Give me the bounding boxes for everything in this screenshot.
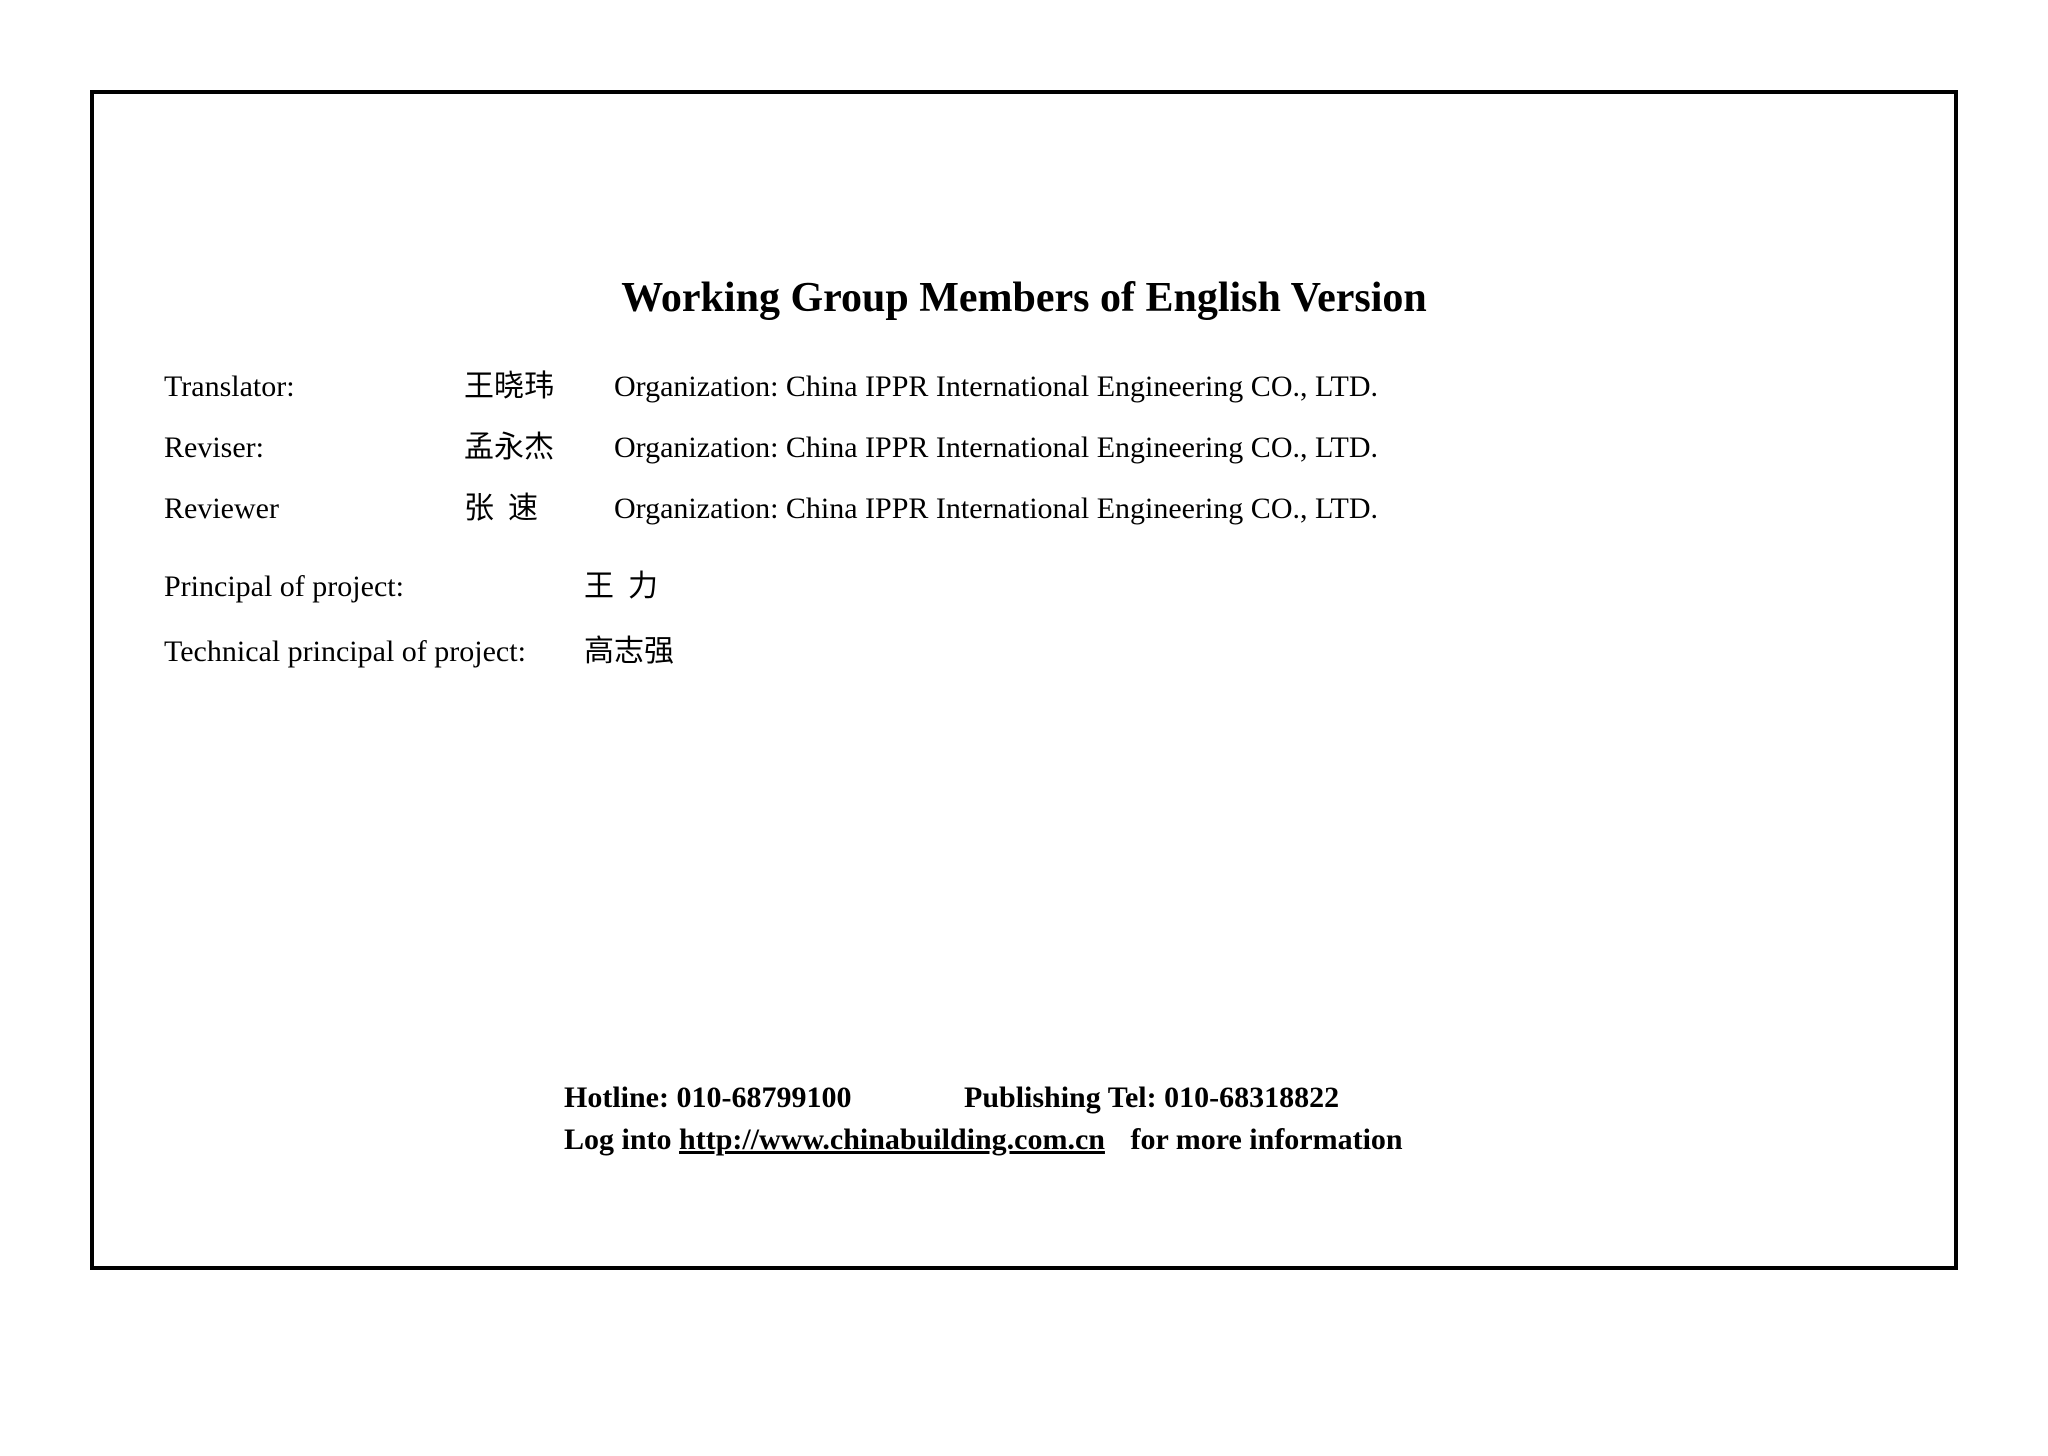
members-table: Translator: 王晓玮 Organization: China IPPR… (164, 364, 1884, 547)
log-prefix: Log into (564, 1123, 679, 1156)
role-label: Translator: (164, 364, 464, 409)
principals-table: Principal of project: 王力 Technical princ… (164, 564, 1884, 694)
footer: Hotline: 010-68799100 Publishing Tel: 01… (564, 1077, 1884, 1161)
role-label: Reviser: (164, 425, 464, 470)
principal-name: 高志强 (584, 629, 734, 674)
role-label: Reviewer (164, 486, 464, 531)
footer-line-url: Log into http://www.chinabuilding.com.cn… (564, 1119, 1884, 1161)
table-row: Technical principal of project: 高志强 (164, 629, 1884, 674)
website-link[interactable]: http://www.chinabuilding.com.cn (679, 1123, 1105, 1156)
footer-line-contacts: Hotline: 010-68799100 Publishing Tel: 01… (564, 1077, 1884, 1119)
role-label: Principal of project: (164, 564, 584, 609)
table-row: Translator: 王晓玮 Organization: China IPPR… (164, 364, 1884, 409)
principal-name: 王力 (584, 564, 734, 609)
member-name: 张速 (464, 486, 614, 531)
member-org: Organization: China IPPR International E… (614, 425, 1884, 470)
hotline-text: Hotline: 010-68799100 (564, 1077, 964, 1119)
publishing-tel-text: Publishing Tel: 010-68318822 (964, 1077, 1339, 1119)
member-name: 王晓玮 (464, 364, 614, 409)
page-title: Working Group Members of English Version (94, 274, 1954, 322)
member-name: 孟永杰 (464, 425, 614, 470)
page-frame: Working Group Members of English Version… (90, 90, 1958, 1270)
member-org: Organization: China IPPR International E… (614, 364, 1884, 409)
table-row: Principal of project: 王力 (164, 564, 1884, 609)
table-row: Reviser: 孟永杰 Organization: China IPPR In… (164, 425, 1884, 470)
member-org: Organization: China IPPR International E… (614, 486, 1884, 531)
table-row: Reviewer 张速 Organization: China IPPR Int… (164, 486, 1884, 531)
log-suffix: for more information (1123, 1123, 1403, 1156)
role-label: Technical principal of project: (164, 629, 584, 674)
